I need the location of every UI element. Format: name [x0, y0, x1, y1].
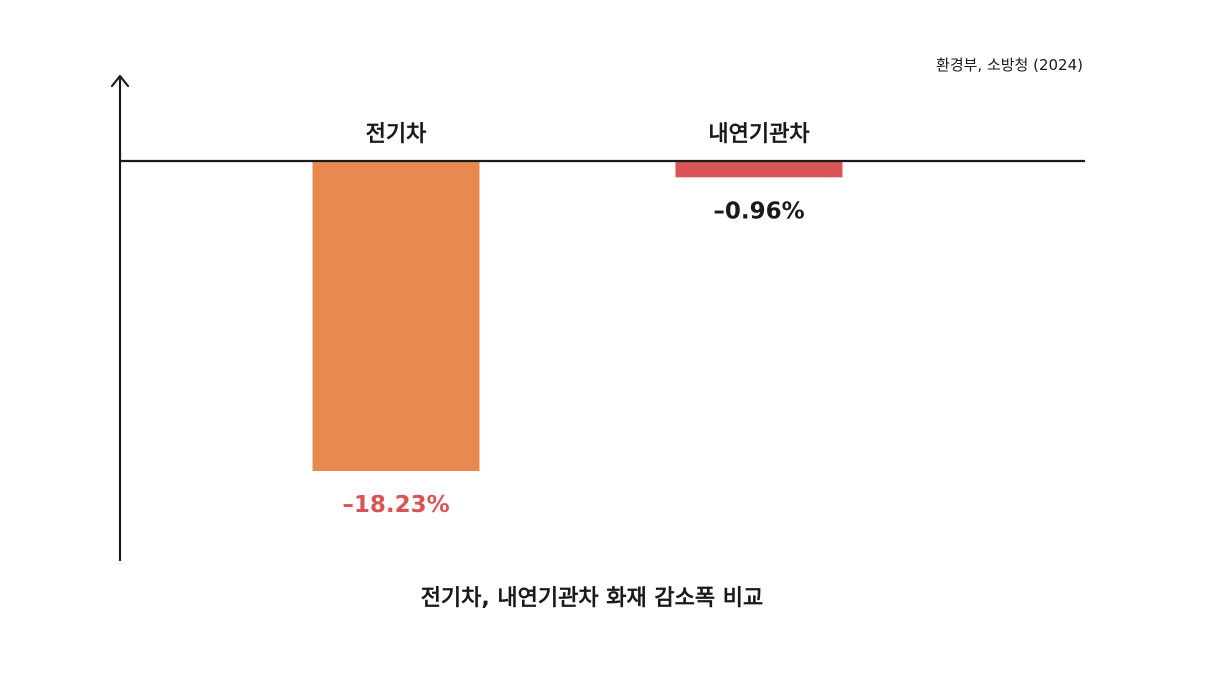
value-label-1: –18.23%: [342, 492, 449, 518]
source-note: 환경부, 소방청 (2024): [936, 56, 1083, 74]
value-label-2: –0.96%: [713, 198, 804, 224]
bar-2: [675, 161, 843, 178]
category-label-1: 전기차: [366, 122, 427, 147]
labels-layer: 전기차 –18.23% 내연기관차 –0.96%: [342, 122, 810, 518]
bars-layer: [312, 161, 843, 471]
y-axis-arrow: [110, 74, 130, 88]
category-label-2: 내연기관차: [708, 122, 810, 147]
chart-title: 전기차, 내연기관차 화재 감소폭 비교: [421, 586, 764, 611]
bar-1: [312, 161, 480, 471]
